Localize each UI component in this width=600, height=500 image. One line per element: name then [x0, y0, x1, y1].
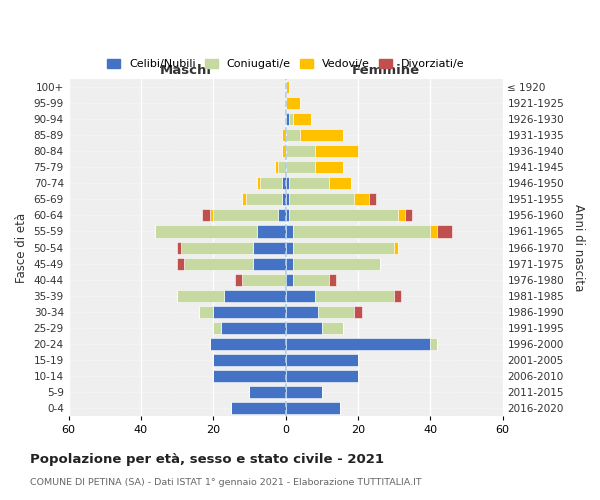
Bar: [177, 242, 181, 254]
Bar: [293, 274, 329, 285]
Bar: [221, 322, 286, 334]
Bar: [242, 274, 286, 285]
Bar: [209, 210, 213, 222]
Bar: [293, 113, 311, 125]
Bar: [250, 386, 286, 398]
Bar: [257, 226, 286, 237]
Bar: [314, 290, 394, 302]
Y-axis label: Anni di nascita: Anni di nascita: [572, 204, 585, 291]
Bar: [355, 306, 362, 318]
Bar: [177, 290, 224, 302]
Bar: [369, 194, 376, 205]
Bar: [213, 354, 286, 366]
Bar: [213, 370, 286, 382]
Text: Femmine: Femmine: [352, 64, 419, 78]
Bar: [286, 194, 289, 205]
Bar: [430, 338, 437, 350]
Bar: [398, 210, 405, 222]
Bar: [232, 402, 286, 414]
Bar: [282, 178, 286, 190]
Bar: [155, 226, 257, 237]
Bar: [286, 97, 300, 109]
Bar: [278, 210, 286, 222]
Bar: [286, 322, 322, 334]
Bar: [278, 162, 286, 173]
Bar: [437, 226, 452, 237]
Bar: [235, 274, 242, 285]
Bar: [329, 274, 336, 285]
Bar: [300, 129, 343, 141]
Bar: [286, 290, 314, 302]
Bar: [257, 178, 260, 190]
Bar: [289, 178, 329, 190]
Bar: [177, 258, 184, 270]
Bar: [329, 178, 350, 190]
Bar: [286, 162, 314, 173]
Bar: [286, 306, 318, 318]
Bar: [242, 194, 246, 205]
Bar: [181, 242, 253, 254]
Bar: [199, 306, 213, 318]
Bar: [213, 306, 286, 318]
Bar: [282, 146, 286, 158]
Bar: [286, 242, 293, 254]
Bar: [275, 162, 278, 173]
Bar: [314, 146, 358, 158]
Bar: [286, 258, 293, 270]
Bar: [289, 194, 355, 205]
Bar: [246, 194, 282, 205]
Bar: [293, 258, 380, 270]
Bar: [213, 322, 221, 334]
Bar: [184, 258, 253, 270]
Bar: [293, 226, 430, 237]
Bar: [202, 210, 209, 222]
Bar: [213, 210, 278, 222]
Bar: [209, 338, 286, 350]
Text: Popolazione per età, sesso e stato civile - 2021: Popolazione per età, sesso e stato civil…: [30, 452, 384, 466]
Bar: [286, 129, 300, 141]
Bar: [405, 210, 412, 222]
Bar: [253, 242, 286, 254]
Bar: [286, 146, 314, 158]
Bar: [314, 162, 343, 173]
Bar: [286, 210, 289, 222]
Bar: [253, 258, 286, 270]
Legend: Celibi/Nubili, Coniugati/e, Vedovi/e, Divorziati/e: Celibi/Nubili, Coniugati/e, Vedovi/e, Di…: [103, 54, 469, 74]
Bar: [282, 194, 286, 205]
Bar: [286, 354, 358, 366]
Bar: [318, 306, 355, 318]
Bar: [322, 322, 343, 334]
Bar: [286, 402, 340, 414]
Bar: [355, 194, 369, 205]
Bar: [286, 338, 430, 350]
Bar: [286, 274, 293, 285]
Bar: [260, 178, 282, 190]
Bar: [293, 242, 394, 254]
Bar: [394, 290, 401, 302]
Bar: [286, 81, 289, 93]
Bar: [289, 210, 398, 222]
Text: COMUNE DI PETINA (SA) - Dati ISTAT 1° gennaio 2021 - Elaborazione TUTTITALIA.IT: COMUNE DI PETINA (SA) - Dati ISTAT 1° ge…: [30, 478, 422, 487]
Bar: [286, 370, 358, 382]
Bar: [430, 226, 437, 237]
Bar: [286, 113, 289, 125]
Bar: [224, 290, 286, 302]
Bar: [289, 113, 293, 125]
Y-axis label: Fasce di età: Fasce di età: [15, 212, 28, 282]
Bar: [394, 242, 398, 254]
Bar: [286, 226, 293, 237]
Bar: [286, 178, 289, 190]
Text: Maschi: Maschi: [160, 64, 212, 78]
Bar: [286, 386, 322, 398]
Bar: [282, 129, 286, 141]
